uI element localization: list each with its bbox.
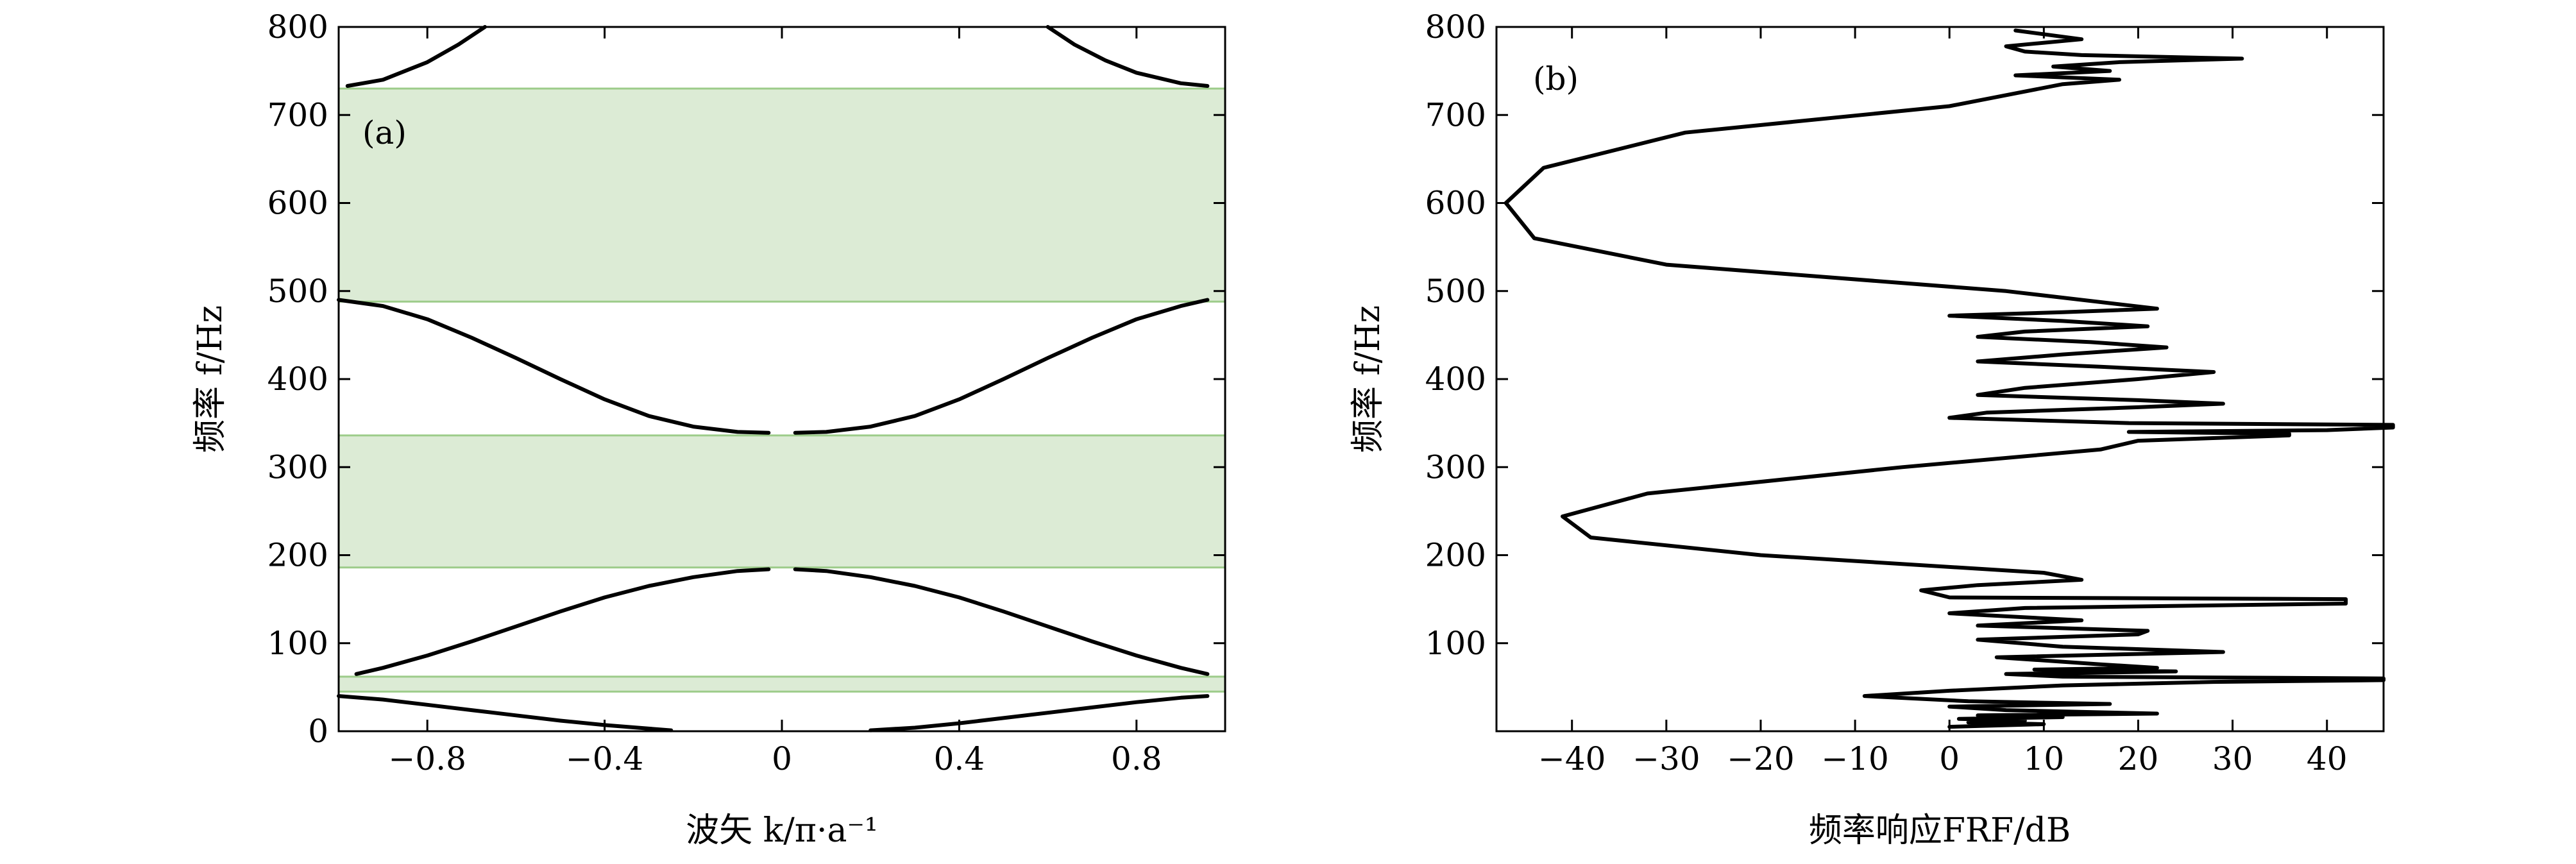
dispersion-branch-4 [793, 567, 1210, 676]
dispersion-branch-8 [1046, 25, 1210, 88]
y-tick-label: 200 [1425, 537, 1486, 574]
x-tick-label: −0.8 [388, 740, 466, 777]
frf-curve-group [1504, 28, 2395, 729]
y-tick-label: 0 [308, 713, 328, 750]
y-tick-label: 600 [267, 185, 328, 222]
chart-a-y-axis-label: 频率 f/Hz [191, 305, 230, 453]
y-tick-label: 400 [1425, 360, 1486, 398]
chart-a-y-ticks: 0 100 200 300 400 500 600 700 800 [267, 8, 1225, 750]
x-tick-label: −40 [1538, 740, 1606, 777]
y-tick-label: 300 [267, 448, 328, 486]
dispersion-curve-group [337, 25, 1210, 733]
chart-b-panel-label: (b) [1533, 60, 1579, 97]
chart-b-y-ticks: 100 200 300 400 500 600 700 800 [1425, 8, 2384, 662]
y-tick-label: 700 [267, 96, 328, 133]
x-tick-label: −10 [1821, 740, 1889, 777]
x-tick-label: 0.8 [1111, 740, 1162, 777]
dispersion-branch-3 [354, 567, 771, 676]
x-tick-label: −30 [1632, 740, 1700, 777]
y-tick-label: 800 [267, 8, 328, 46]
y-tick-label: 100 [267, 625, 328, 662]
x-tick-label: −20 [1727, 740, 1795, 777]
y-tick-label: 100 [1425, 625, 1486, 662]
x-tick-label: 0 [1939, 740, 1960, 777]
band-gap-2 [337, 434, 1226, 569]
band-gap-group [337, 87, 1226, 693]
y-tick-label: 300 [1425, 448, 1486, 486]
y-tick-label: 400 [267, 360, 328, 398]
dispersion-branch-5 [337, 298, 771, 435]
x-tick-label: −0.4 [566, 740, 643, 777]
chart-b-x-axis-label: 频率响应FRF/dB [1809, 811, 2071, 850]
dispersion-branch-7 [345, 25, 487, 88]
x-tick-label: 0.4 [934, 740, 985, 777]
x-tick-label: 30 [2212, 740, 2253, 777]
chart-a-panel-label: (a) [362, 114, 407, 151]
x-tick-label: 20 [2118, 740, 2159, 777]
x-tick-label: 10 [2024, 740, 2065, 777]
chart-b-frame [1495, 26, 2385, 733]
dispersion-branch-6 [793, 298, 1210, 435]
band-gap-3 [337, 87, 1226, 303]
y-tick-label: 800 [1425, 8, 1486, 46]
x-tick-label: 0 [772, 740, 792, 777]
dispersion-branch-1 [337, 694, 674, 733]
y-tick-label: 500 [267, 273, 328, 310]
y-tick-label: 700 [1425, 96, 1486, 133]
y-tick-label: 600 [1425, 185, 1486, 222]
chart-a-x-axis-label: 波矢 k/π·a⁻¹ [686, 811, 878, 850]
dispersion-branch-2 [869, 694, 1210, 733]
chart-a-x-ticks: −0.8 −0.4 0 0.4 0.8 [388, 27, 1162, 777]
chart-a: −0.8 −0.4 0 0.4 0.8 0 100 200 300 400 500 600 700 80… [191, 8, 1226, 850]
y-tick-label: 200 [267, 537, 328, 574]
chart-b: −40 −30 −20 −10 0 10 20 30 40 100 200 300 400 500 600… [1349, 8, 2395, 850]
chart-b-x-ticks: −40 −30 −20 −10 0 10 20 30 40 [1538, 27, 2348, 777]
x-tick-label: 40 [2307, 740, 2348, 777]
y-tick-label: 500 [1425, 273, 1486, 310]
frf-curve-1 [1504, 28, 2395, 729]
band-gap-1 [337, 675, 1226, 693]
chart-b-y-axis-label: 频率 f/Hz [1349, 305, 1387, 453]
